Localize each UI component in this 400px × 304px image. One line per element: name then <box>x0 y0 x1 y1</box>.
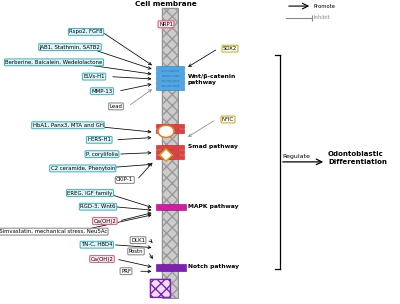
FancyBboxPatch shape <box>156 129 184 133</box>
Text: HbA1, Panx3, MTA and GH: HbA1, Panx3, MTA and GH <box>32 123 104 128</box>
FancyBboxPatch shape <box>150 279 170 297</box>
FancyBboxPatch shape <box>156 124 184 128</box>
Text: Ca(OH)2: Ca(OH)2 <box>94 219 116 223</box>
Text: MMP-13: MMP-13 <box>91 89 113 94</box>
Text: MAPK pathway: MAPK pathway <box>188 204 238 209</box>
Text: PRF: PRF <box>121 269 131 274</box>
Text: Rspo2, FGF8: Rspo2, FGF8 <box>69 29 103 34</box>
FancyBboxPatch shape <box>156 76 184 80</box>
FancyBboxPatch shape <box>156 204 186 210</box>
Text: EREG, IGF family: EREG, IGF family <box>67 191 113 195</box>
Text: Postn: Postn <box>129 249 143 254</box>
Text: Berberine, Baicalein, Wedelolactone: Berberine, Baicalein, Wedelolactone <box>5 60 103 65</box>
FancyBboxPatch shape <box>156 264 186 271</box>
FancyBboxPatch shape <box>156 66 184 70</box>
Text: Smad pathway: Smad pathway <box>188 144 238 149</box>
Text: NRP1: NRP1 <box>159 22 173 27</box>
Text: TN-C, HBD4: TN-C, HBD4 <box>81 242 112 247</box>
FancyBboxPatch shape <box>156 71 184 75</box>
FancyBboxPatch shape <box>162 8 178 298</box>
Text: DLK1: DLK1 <box>131 238 145 243</box>
FancyBboxPatch shape <box>156 155 184 159</box>
Text: C2 ceramide, Phenytoin: C2 ceramide, Phenytoin <box>51 166 115 171</box>
Text: HERS-H1: HERS-H1 <box>87 137 111 142</box>
FancyBboxPatch shape <box>156 86 184 90</box>
FancyBboxPatch shape <box>156 81 184 85</box>
Text: Cell membrane: Cell membrane <box>135 1 197 7</box>
Text: RGD-3, Wnt6: RGD-3, Wnt6 <box>80 204 116 209</box>
Text: P. corylifolia: P. corylifolia <box>86 152 118 157</box>
Text: ELVs-H1: ELVs-H1 <box>83 74 105 79</box>
Text: E2, Simvastatin, mechanical stress, Neu5Ac: E2, Simvastatin, mechanical stress, Neu5… <box>0 229 107 234</box>
Text: Wnt/β-catenin
pathway: Wnt/β-catenin pathway <box>188 74 236 85</box>
Text: Ca(OH)2: Ca(OH)2 <box>91 257 113 261</box>
Text: NFIC: NFIC <box>222 117 234 122</box>
FancyBboxPatch shape <box>156 150 184 154</box>
Text: SOX2: SOX2 <box>223 46 237 51</box>
Circle shape <box>158 125 174 137</box>
Polygon shape <box>160 149 172 161</box>
FancyBboxPatch shape <box>156 145 184 149</box>
Text: Inhibit: Inhibit <box>314 15 331 20</box>
Text: CKIP-1: CKIP-1 <box>116 178 133 182</box>
Text: Notch pathway: Notch pathway <box>188 264 238 269</box>
Text: Promote: Promote <box>314 4 336 9</box>
Text: JAB1, Stathmin, SATB2: JAB1, Stathmin, SATB2 <box>40 45 100 50</box>
Text: Regulate: Regulate <box>282 154 310 159</box>
Text: Odontoblastic
Differentiation: Odontoblastic Differentiation <box>328 151 387 165</box>
Text: Lead: Lead <box>110 104 122 109</box>
